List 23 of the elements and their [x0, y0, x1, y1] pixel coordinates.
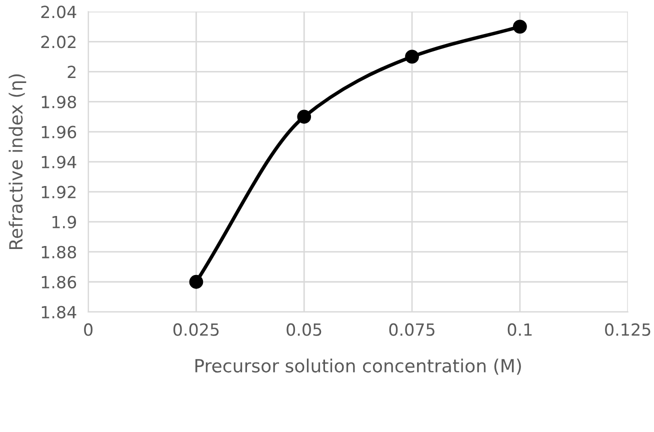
x-tick-label: 0.05	[286, 323, 322, 336]
y-tick-label: 1.86	[42, 276, 76, 288]
y-tick-label: 1.94	[42, 156, 76, 168]
y-tick-label: 2.02	[41, 36, 76, 48]
x-tick-label: 0.125	[605, 323, 650, 336]
x-axis-title: Precursor solution concentration (M)	[195, 358, 521, 375]
y-tick-label: 1.9	[52, 216, 76, 228]
y-tick-label: 2.04	[41, 6, 76, 18]
y-tick-label: 1.88	[42, 246, 76, 258]
y-tick-label: 1.98	[42, 96, 76, 108]
point	[405, 50, 419, 64]
point	[189, 274, 204, 289]
x-tick-label: 0.025	[173, 323, 219, 336]
x-tick-label: 0.075	[389, 323, 434, 336]
point	[297, 110, 312, 124]
x-tick-label: 0	[84, 323, 92, 336]
y-tick-label: 1.96	[42, 126, 76, 138]
y-tick-label: 1.92	[42, 186, 76, 198]
y-tick-label: 2	[68, 66, 76, 78]
y-axis-title: Refractive index (η)	[8, 74, 26, 249]
x-tick-label: 0.1	[508, 323, 532, 336]
y-tick-label: 1.84	[42, 306, 76, 318]
point	[512, 20, 527, 34]
